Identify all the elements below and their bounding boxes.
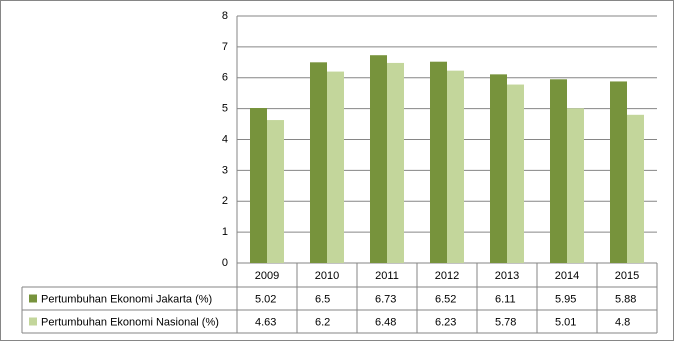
bar xyxy=(430,61,447,263)
legend-label: Pertumbuhan Ekonomi Nasional (%) xyxy=(41,316,219,328)
table-value: 6.48 xyxy=(375,316,396,328)
table-value: 4.8 xyxy=(615,316,630,328)
bar xyxy=(387,62,404,264)
bar xyxy=(610,81,627,263)
table-value: 6.73 xyxy=(375,293,396,305)
x-tick-label: 2015 xyxy=(615,270,639,282)
x-tick-label: 2009 xyxy=(255,270,279,282)
table-value: 6.23 xyxy=(435,316,456,328)
y-tick-label: 0 xyxy=(222,257,228,269)
table-value: 6.52 xyxy=(435,293,456,305)
bar xyxy=(490,74,507,263)
y-tick-label: 1 xyxy=(222,226,228,238)
bar xyxy=(250,108,267,263)
y-tick-label: 7 xyxy=(222,41,228,53)
legend-label: Pertumbuhan Ekonomi Jakarta (%) xyxy=(41,293,212,305)
bar xyxy=(327,71,344,263)
y-tick-label: 5 xyxy=(222,103,228,115)
bar xyxy=(567,108,584,263)
x-tick-label: 2010 xyxy=(315,270,339,282)
table-value: 5.78 xyxy=(495,316,516,328)
table-value: 5.02 xyxy=(255,293,276,305)
x-tick-label: 2013 xyxy=(495,270,519,282)
y-tick-label: 8 xyxy=(222,10,228,22)
bar xyxy=(447,70,464,264)
legend-key xyxy=(29,317,37,326)
table-value: 5.95 xyxy=(555,293,576,305)
y-tick-label: 4 xyxy=(222,133,228,145)
x-tick-label: 2014 xyxy=(555,270,579,282)
y-tick-label: 2 xyxy=(222,195,228,207)
table-value: 4.63 xyxy=(255,316,276,328)
bar xyxy=(310,62,327,263)
x-tick-label: 2011 xyxy=(375,270,399,282)
table-value: 6.5 xyxy=(315,293,330,305)
legend-key xyxy=(29,294,37,303)
table-value: 5.01 xyxy=(555,316,576,328)
bar xyxy=(507,84,524,263)
x-tick-label: 2012 xyxy=(435,270,459,282)
table-value: 6.2 xyxy=(315,316,330,328)
bar xyxy=(267,120,284,263)
table-value: 6.11 xyxy=(495,293,516,305)
table-value: 5.88 xyxy=(615,293,636,305)
bar xyxy=(550,79,567,263)
bar xyxy=(627,114,644,263)
y-tick-label: 6 xyxy=(222,72,228,84)
bar xyxy=(370,55,387,264)
y-tick-label: 3 xyxy=(222,164,228,176)
